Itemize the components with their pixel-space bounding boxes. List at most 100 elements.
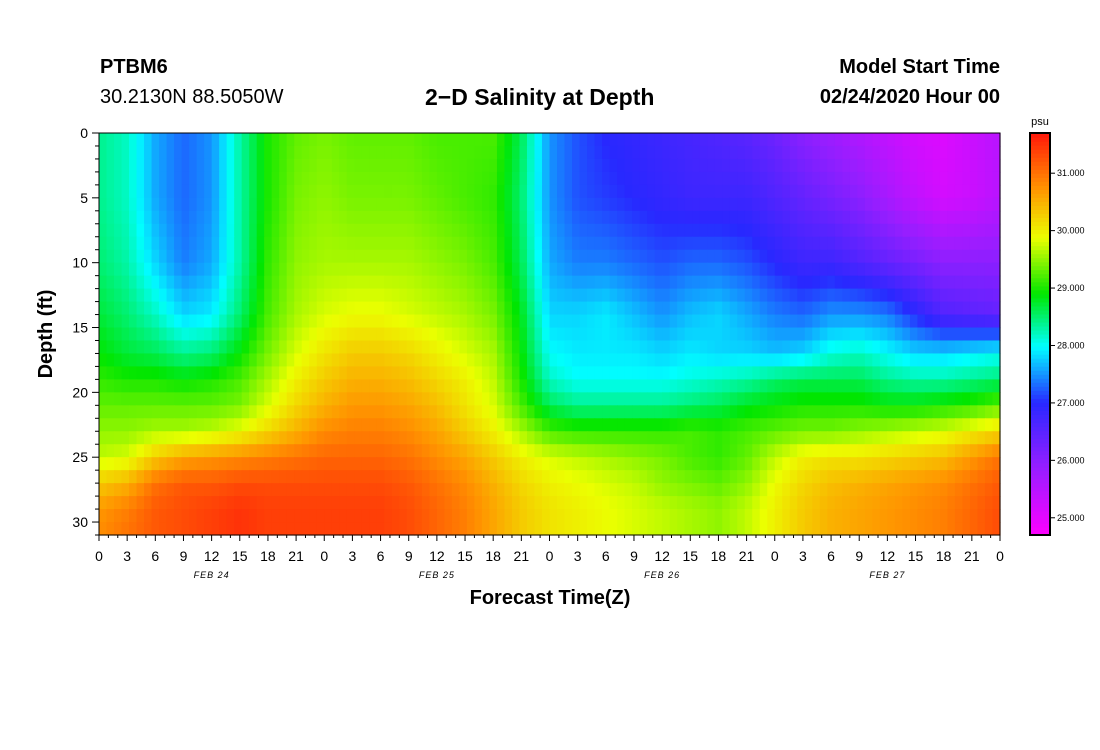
heatmap-cell xyxy=(992,366,1001,380)
heatmap-cell xyxy=(827,210,836,225)
heatmap-cell xyxy=(647,301,656,316)
heatmap-cell xyxy=(234,340,243,355)
heatmap-cell xyxy=(129,366,138,380)
heatmap-cell xyxy=(346,392,355,406)
heatmap-cell xyxy=(511,340,521,355)
heatmap-cell xyxy=(819,133,828,147)
heatmap-cell xyxy=(196,301,205,316)
heatmap-cell xyxy=(421,210,430,225)
heatmap-cell xyxy=(384,379,393,393)
heatmap-cell xyxy=(136,457,145,471)
date-label: FEB 25 xyxy=(419,570,455,580)
heatmap-cell xyxy=(309,444,318,458)
heatmap-cell xyxy=(564,353,573,368)
heatmap-cell xyxy=(534,353,543,368)
heatmap-cell xyxy=(579,327,588,342)
heatmap-cell xyxy=(954,379,964,393)
heatmap-cell xyxy=(932,197,941,212)
heatmap-cell xyxy=(632,158,641,173)
heatmap-cell xyxy=(692,133,701,147)
heatmap-cell xyxy=(722,236,731,251)
heatmap-cell xyxy=(99,314,108,329)
heatmap-cell xyxy=(541,145,551,160)
heatmap-cell xyxy=(954,353,964,368)
heatmap-cell xyxy=(339,314,348,329)
heatmap-cell xyxy=(557,431,566,445)
heatmap-cell xyxy=(647,431,656,445)
heatmap-cell xyxy=(549,210,558,225)
heatmap-cell xyxy=(174,444,183,458)
heatmap-cell xyxy=(354,444,363,458)
heatmap-cell xyxy=(136,210,145,225)
heatmap-cell xyxy=(534,223,543,238)
heatmap-cell xyxy=(391,444,400,458)
heatmap-cell xyxy=(301,249,310,264)
heatmap-cell xyxy=(879,418,888,432)
heatmap-cell xyxy=(414,249,423,264)
heatmap-cell xyxy=(421,184,430,199)
heatmap-cell xyxy=(812,470,821,484)
colorbar-segment xyxy=(1030,526,1050,532)
heatmap-cell xyxy=(301,366,310,380)
heatmap-cell xyxy=(271,288,280,303)
heatmap-cell xyxy=(354,483,363,497)
heatmap-cell xyxy=(639,262,648,277)
heatmap-cell xyxy=(106,288,115,303)
colorbar-segment xyxy=(1030,466,1050,472)
heatmap-cell xyxy=(249,171,258,186)
heatmap-cell xyxy=(842,301,851,316)
heatmap-cell xyxy=(774,197,783,212)
heatmap-cell xyxy=(917,249,926,264)
heatmap-cell xyxy=(316,249,325,264)
heatmap-cell xyxy=(932,288,941,303)
heatmap-cell xyxy=(136,249,145,264)
heatmap-cell xyxy=(722,197,731,212)
heatmap-cell xyxy=(782,496,791,510)
x-tick-label: 0 xyxy=(996,548,1004,564)
heatmap-cell xyxy=(654,392,663,406)
heatmap-cell xyxy=(654,509,663,523)
colorbar-frame xyxy=(1029,132,1051,536)
heatmap-cell xyxy=(842,197,851,212)
heatmap-cell xyxy=(526,145,536,160)
heatmap-cell xyxy=(399,210,408,225)
heatmap-cell xyxy=(271,262,280,277)
heatmap-cell xyxy=(707,249,716,264)
heatmap-cell xyxy=(106,522,115,536)
heatmap-cell xyxy=(587,210,596,225)
heatmap-cell xyxy=(159,288,168,303)
heatmap-cell xyxy=(159,444,168,458)
heatmap-cell xyxy=(549,418,558,432)
heatmap-cell xyxy=(316,133,325,147)
heatmap-cell xyxy=(677,522,686,536)
heatmap-cell xyxy=(714,340,723,355)
heatmap-cell xyxy=(226,470,235,484)
heatmap-cell xyxy=(549,301,558,316)
heatmap-cell xyxy=(541,262,551,277)
heatmap-cell xyxy=(159,145,168,160)
heatmap-cell xyxy=(632,522,641,536)
heatmap-cell xyxy=(654,236,663,251)
heatmap-cell xyxy=(774,171,783,186)
heatmap-cell xyxy=(752,236,761,251)
heatmap-cell xyxy=(872,340,881,355)
heatmap-cell xyxy=(947,353,956,368)
heatmap-cell xyxy=(894,509,903,523)
heatmap-cell xyxy=(361,483,370,497)
heatmap-cell xyxy=(316,431,325,445)
heatmap-cell xyxy=(264,444,273,458)
heatmap-cell xyxy=(774,392,783,406)
colorbar-segment xyxy=(1030,462,1050,468)
heatmap-cell xyxy=(174,158,183,173)
heatmap-cell xyxy=(789,223,798,238)
heatmap-cell xyxy=(864,366,873,380)
heatmap-cell xyxy=(436,418,445,432)
heatmap-cell xyxy=(759,314,768,329)
heatmap-cell xyxy=(369,288,378,303)
heatmap-cell xyxy=(744,353,753,368)
heatmap-cell xyxy=(136,262,145,277)
heatmap-cell xyxy=(782,418,791,432)
heatmap-cell xyxy=(894,405,903,419)
heatmap-cell xyxy=(737,145,746,160)
heatmap-cell xyxy=(887,418,896,432)
